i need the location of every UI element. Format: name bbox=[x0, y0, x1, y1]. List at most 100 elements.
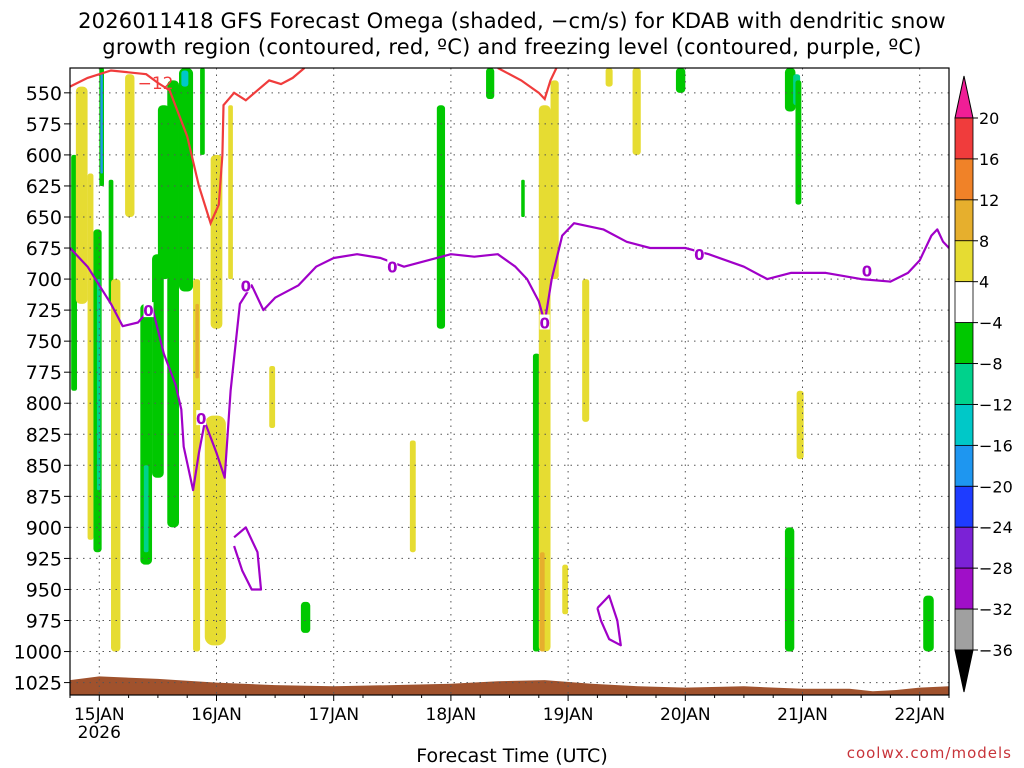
y-tick-label: 550 bbox=[26, 83, 62, 105]
colorbar-label: −28 bbox=[979, 559, 1013, 578]
colorbar-band bbox=[954, 363, 974, 405]
x-tick-label: 19JAN bbox=[543, 705, 594, 725]
colorbar-bottom-arrow bbox=[954, 649, 974, 693]
freezing-level-contour: 0 0 0 0 0 0 0 bbox=[70, 222, 949, 647]
dgz-contour-line bbox=[497, 68, 558, 102]
colorbar: 20 16 12 8 4 −4 −8 −12 −16 −20 −24 −28 −32 −36 bbox=[954, 75, 1013, 693]
omega-patch bbox=[675, 68, 686, 93]
colorbar-label: −24 bbox=[979, 518, 1013, 537]
colorbar-band bbox=[954, 117, 974, 160]
y-tick-label: 675 bbox=[26, 238, 62, 260]
colorbar-band bbox=[954, 444, 974, 487]
omega-patch bbox=[409, 440, 416, 553]
freezing-level-label: 0 bbox=[196, 410, 206, 428]
contour-label-background bbox=[387, 258, 398, 274]
x-tick-label: 15JAN bbox=[74, 705, 125, 725]
omega-patch bbox=[796, 390, 804, 460]
x-tick-label: 18JAN bbox=[426, 705, 477, 725]
colorbar-label: −4 bbox=[979, 314, 1003, 333]
colorbar-band bbox=[954, 281, 974, 324]
omega-patch bbox=[300, 601, 311, 633]
y-tick-label: 1000 bbox=[14, 642, 62, 664]
omega-patch bbox=[605, 68, 613, 87]
chart-title-line-2: growth region (contoured, red, ºC) and f… bbox=[102, 35, 922, 59]
y-tick-label: 600 bbox=[26, 145, 62, 167]
omega-patch bbox=[108, 179, 114, 304]
freezing-level-label: 0 bbox=[862, 262, 872, 280]
y-tick-label: 900 bbox=[26, 517, 62, 539]
contour-label-background bbox=[240, 277, 251, 293]
omega-patch bbox=[228, 105, 233, 280]
x-tick-label: 20JAN bbox=[660, 705, 711, 725]
y-tick-label: 725 bbox=[26, 300, 62, 322]
colorbar-band bbox=[954, 567, 974, 610]
colorbar-band bbox=[954, 199, 974, 242]
y-tick-label: 825 bbox=[26, 424, 62, 446]
freezing-level-line bbox=[70, 222, 949, 492]
freezing-level-loop bbox=[596, 594, 622, 647]
colorbar-band bbox=[954, 240, 974, 283]
contour-label-background bbox=[861, 262, 872, 278]
omega-patch bbox=[521, 179, 525, 217]
omega-shading bbox=[71, 68, 934, 652]
y-tick-label: 800 bbox=[26, 393, 62, 415]
omega-patch bbox=[143, 465, 149, 553]
gridlines bbox=[70, 68, 949, 695]
omega-patch bbox=[157, 105, 170, 280]
y-axis: 550 575 600 625 650 675 700 725 750 775 800 825 850 8… bbox=[14, 83, 70, 695]
colorbar-band bbox=[954, 526, 974, 569]
omega-patch bbox=[87, 173, 94, 540]
colorbar-band bbox=[954, 158, 974, 201]
omega-patch bbox=[550, 80, 559, 280]
source-credit: coolwx.com/models bbox=[846, 744, 1012, 762]
omega-patch bbox=[269, 365, 276, 429]
dgz-contour: −12 bbox=[70, 68, 558, 227]
x-axis-label: Forecast Time (UTC) bbox=[416, 745, 608, 767]
y-tick-label: 775 bbox=[26, 362, 62, 384]
omega-patch bbox=[181, 70, 189, 87]
colorbar-band bbox=[954, 485, 974, 528]
dgz-contour-line bbox=[70, 68, 306, 227]
y-tick-label: 950 bbox=[26, 579, 62, 601]
x-axis: 15JAN 16JAN 17JAN 18JAN 19JAN 20JAN 21JAN 22JAN… bbox=[69, 695, 950, 743]
colorbar-label: −8 bbox=[979, 355, 1003, 374]
omega-patch bbox=[100, 74, 103, 174]
omega-patch bbox=[539, 552, 545, 652]
y-tick-label: 575 bbox=[26, 114, 62, 136]
omega-patch bbox=[167, 80, 179, 528]
colorbar-band bbox=[954, 404, 974, 446]
colorbar-label: 16 bbox=[979, 150, 999, 169]
plot-frame bbox=[69, 67, 950, 696]
omega-patch bbox=[96, 279, 101, 491]
omega-patch bbox=[923, 595, 934, 652]
contour-label-background bbox=[694, 246, 705, 262]
colorbar-band bbox=[954, 322, 974, 364]
y-tick-label: 750 bbox=[26, 331, 62, 353]
y-tick-label: 700 bbox=[26, 269, 62, 291]
omega-patch bbox=[204, 415, 226, 646]
terrain bbox=[70, 676, 949, 695]
x-tick-label: 21JAN bbox=[777, 705, 828, 725]
colorbar-label: −20 bbox=[979, 477, 1013, 496]
colorbar-label: −32 bbox=[979, 600, 1013, 619]
colorbar-label: −12 bbox=[979, 395, 1013, 414]
colorbar-top-arrow bbox=[954, 75, 974, 119]
chart-title-line-1: 2026011418 GFS Forecast Omega (shaded, −… bbox=[78, 9, 946, 33]
colorbar-label: 12 bbox=[979, 191, 999, 210]
omega-patch bbox=[532, 353, 540, 652]
freezing-level-label: 0 bbox=[241, 277, 251, 295]
omega-patch bbox=[140, 303, 153, 565]
omega-patch bbox=[178, 68, 194, 292]
omega-patch bbox=[486, 68, 495, 100]
freezing-level-label: 0 bbox=[143, 302, 153, 320]
y-tick-label: 975 bbox=[26, 611, 62, 633]
omega-patch bbox=[795, 80, 802, 205]
x-year-label: 2026 bbox=[78, 723, 121, 743]
y-tick-label: 650 bbox=[26, 207, 62, 229]
contour-label-background bbox=[196, 410, 207, 426]
contour-label-background bbox=[143, 302, 154, 318]
omega-patch bbox=[582, 279, 590, 422]
omega-patch bbox=[152, 254, 164, 478]
x-tick-label: 17JAN bbox=[308, 705, 359, 725]
